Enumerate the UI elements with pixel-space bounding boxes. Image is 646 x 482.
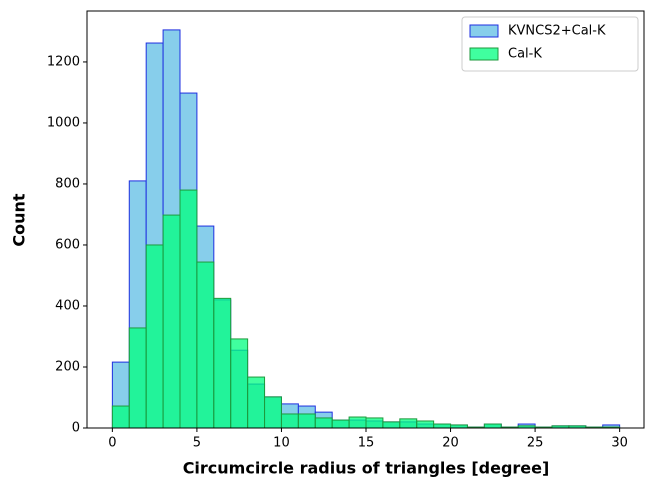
legend-box (461, 16, 639, 72)
bar (382, 421, 401, 429)
bar (365, 417, 384, 429)
y-axis-label: Count (10, 193, 29, 247)
y-tick-label: 1200 (47, 54, 80, 69)
y-tick-label: 200 (55, 359, 80, 374)
y-tick-label: 400 (55, 298, 80, 313)
bar (433, 423, 452, 429)
x-tick-label: 20 (442, 436, 459, 451)
legend-label: KVNCS2+Cal-K (508, 24, 606, 39)
bar (247, 376, 266, 429)
bar (213, 297, 232, 429)
bar (483, 423, 502, 429)
bar (230, 338, 249, 429)
bar (331, 419, 350, 429)
bar (179, 189, 198, 429)
bar (162, 214, 181, 429)
bar (399, 418, 418, 429)
x-tick-label: 0 (108, 436, 116, 451)
bar (348, 416, 367, 429)
legend-swatch (469, 24, 499, 38)
bar (196, 261, 215, 429)
bar (111, 405, 130, 429)
y-tick-label: 600 (55, 237, 80, 252)
x-tick-label: 5 (193, 436, 201, 451)
bar (314, 417, 333, 429)
x-tick-label: 10 (273, 436, 290, 451)
bar (128, 327, 147, 429)
x-tick-label: 15 (358, 436, 375, 451)
x-tick-label: 25 (527, 436, 544, 451)
y-tick-label: 800 (55, 176, 80, 191)
legend-label: Cal-K (508, 47, 542, 62)
y-tick-label: 1000 (47, 115, 80, 130)
bar (416, 420, 435, 429)
y-tick-label: 0 (72, 421, 80, 436)
legend-swatch (469, 47, 499, 61)
x-axis-label: Circumcircle radius of triangles [degree… (183, 459, 550, 478)
bar (280, 413, 299, 429)
x-tick-label: 30 (611, 436, 628, 451)
bar (297, 413, 316, 429)
bar (264, 396, 282, 429)
bar (145, 244, 164, 429)
